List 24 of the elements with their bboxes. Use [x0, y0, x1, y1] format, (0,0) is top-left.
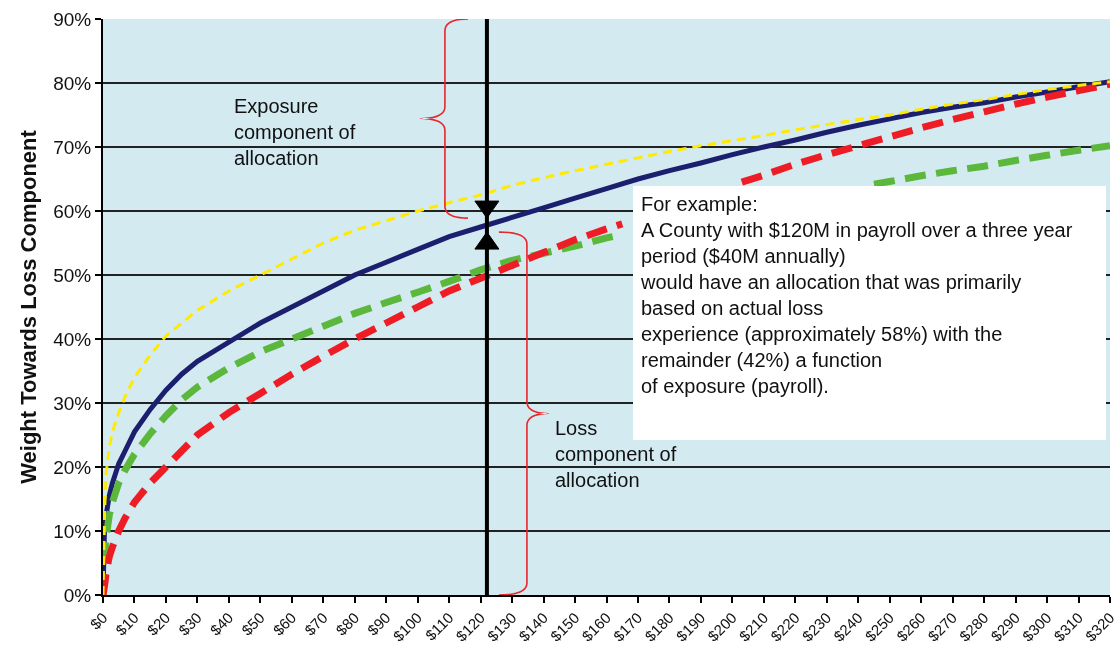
- y-tick-label: 0%: [63, 584, 92, 606]
- x-tick-label: $30: [175, 608, 205, 639]
- y-tick-label: 90%: [53, 8, 92, 30]
- y-tick-label: 60%: [53, 200, 92, 222]
- x-tick-label: $0: [86, 608, 111, 633]
- x-tick-label: $90: [363, 608, 394, 639]
- x-tick-label: $80: [332, 608, 363, 639]
- x-tick-label: $60: [269, 608, 300, 639]
- annotation: For example: A County with $120M in payroll over a three year period ($40M annually) would have an allocation that was primarily based on actual loss experience (approximately 58%) with the remainder (42%) a function of exposure (payroll).: [640, 193, 1073, 397]
- annotation: Exposure component of allocation: [234, 95, 356, 169]
- x-tick-label: $40: [206, 608, 237, 639]
- x-tick-label: $50: [238, 608, 268, 639]
- y-tick-label: 20%: [53, 456, 92, 478]
- y-tick-label: 80%: [53, 72, 92, 94]
- y-tick-label: 70%: [53, 136, 92, 158]
- x-tick-label: $70: [300, 608, 331, 639]
- y-tick-label: 40%: [53, 328, 92, 350]
- y-tick-label: 30%: [53, 392, 92, 414]
- y-tick-label: 10%: [53, 520, 92, 542]
- annotation: Loss component of allocation: [555, 417, 677, 491]
- x-tick-label: $20: [143, 608, 174, 639]
- y-axis-title: Weight Towards Loss Component: [16, 129, 42, 484]
- x-tick-label: $10: [112, 608, 142, 639]
- y-tick-label: 50%: [53, 264, 92, 286]
